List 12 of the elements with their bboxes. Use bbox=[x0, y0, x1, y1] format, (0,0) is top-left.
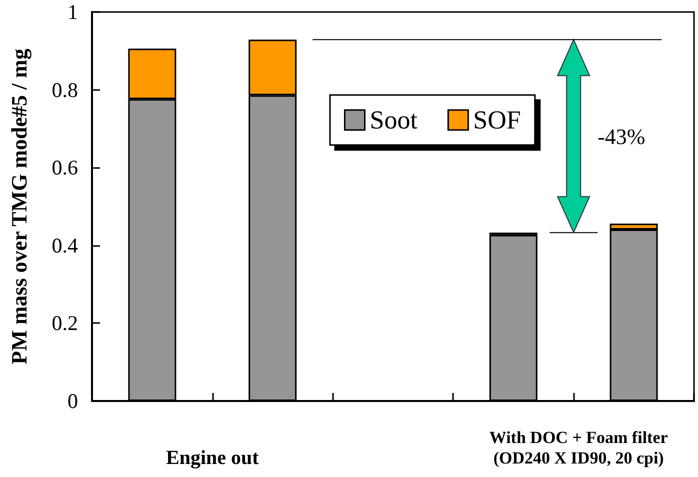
y-tick-label: 1 bbox=[68, 0, 78, 24]
annotation: -43% bbox=[598, 124, 646, 150]
y-tick-label: 0.2 bbox=[52, 311, 78, 336]
y-tick-label: 0.6 bbox=[52, 156, 78, 180]
y-tick-label: 0.4 bbox=[52, 233, 78, 258]
legend-label: Soot bbox=[370, 106, 418, 134]
text: Engine out bbox=[166, 447, 260, 469]
legend-label: SOF bbox=[473, 106, 521, 134]
text: With DOC + Foam filter (OD240 X ID90, 20 cpi) bbox=[489, 428, 668, 468]
y-tick-label: 0.8 bbox=[52, 78, 78, 102]
y-axis-title: PM mass over TMG mode#5 / mg bbox=[6, 48, 32, 364]
y-tick-label: 0 bbox=[68, 389, 78, 413]
